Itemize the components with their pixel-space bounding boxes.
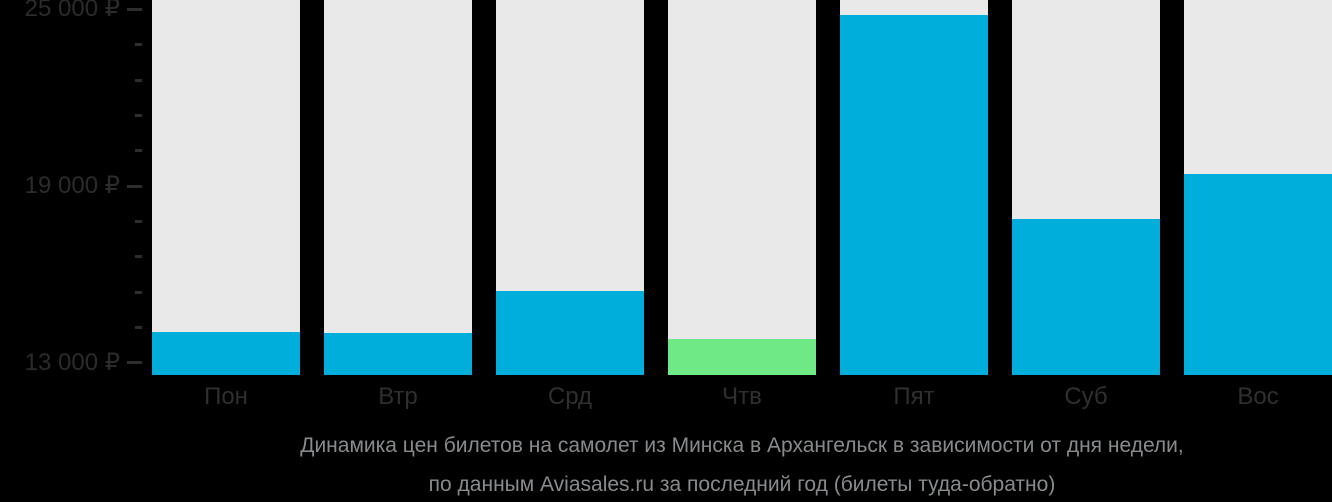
bar-column-Срд (496, 0, 644, 375)
y-major-tick (127, 361, 142, 365)
day-label-Срд: Срд (547, 383, 593, 410)
y-axis-label: 13 000 ₽ (24, 348, 120, 376)
bar-column-Чтв (668, 0, 816, 375)
bar-column-Пят (840, 0, 988, 375)
bar-column-Вос (1184, 0, 1332, 375)
column-background (668, 0, 816, 375)
y-minor-tick (135, 220, 142, 224)
day-label-Втр: Втр (378, 383, 418, 410)
y-minor-tick (135, 255, 142, 259)
y-minor-tick (135, 43, 142, 47)
price-bar-Срд (496, 290, 644, 375)
day-label-Пон: Пон (204, 383, 248, 410)
y-axis-label: 19 000 ₽ (24, 172, 120, 200)
y-minor-tick (135, 326, 142, 330)
y-minor-tick (135, 290, 142, 294)
chart-title: Динамика цен билетов на самолет из Минск… (300, 434, 1184, 457)
day-label-Суб: Суб (1064, 383, 1108, 410)
y-major-tick (127, 7, 142, 11)
x-axis-labels: Пон Втр Срд Чтв Пят Суб Вос (152, 383, 1332, 411)
plot-area (152, 0, 1332, 375)
y-axis: 25 000 ₽ 19 000 ₽ 13 000 ₽ (0, 0, 152, 376)
price-bar-Вос (1184, 174, 1332, 375)
price-bar-Суб (1012, 218, 1160, 375)
price-bar-Пят (840, 15, 988, 375)
column-background (152, 0, 300, 375)
bar-column-Пон (152, 0, 300, 375)
bar-column-Втр (324, 0, 472, 375)
y-major-tick (127, 184, 142, 188)
y-minor-tick (135, 78, 142, 82)
price-bar-min-Чтв (668, 339, 816, 375)
price-bar-Втр (324, 333, 472, 375)
chart-subtitle: по данным Aviasales.ru за последний год … (428, 473, 1056, 496)
day-label-Чтв: Чтв (722, 383, 762, 410)
day-label-Пят: Пят (893, 383, 935, 410)
bar-column-Суб (1012, 0, 1160, 375)
price-bar-Пон (152, 332, 300, 375)
column-background (324, 0, 472, 375)
y-minor-tick (135, 149, 142, 153)
chart-caption: Динамика цен билетов на самолет из Минск… (152, 431, 1332, 499)
day-label-Вос: Вос (1237, 383, 1279, 410)
y-axis-label: 25 000 ₽ (24, 0, 120, 23)
y-minor-tick (135, 113, 142, 117)
